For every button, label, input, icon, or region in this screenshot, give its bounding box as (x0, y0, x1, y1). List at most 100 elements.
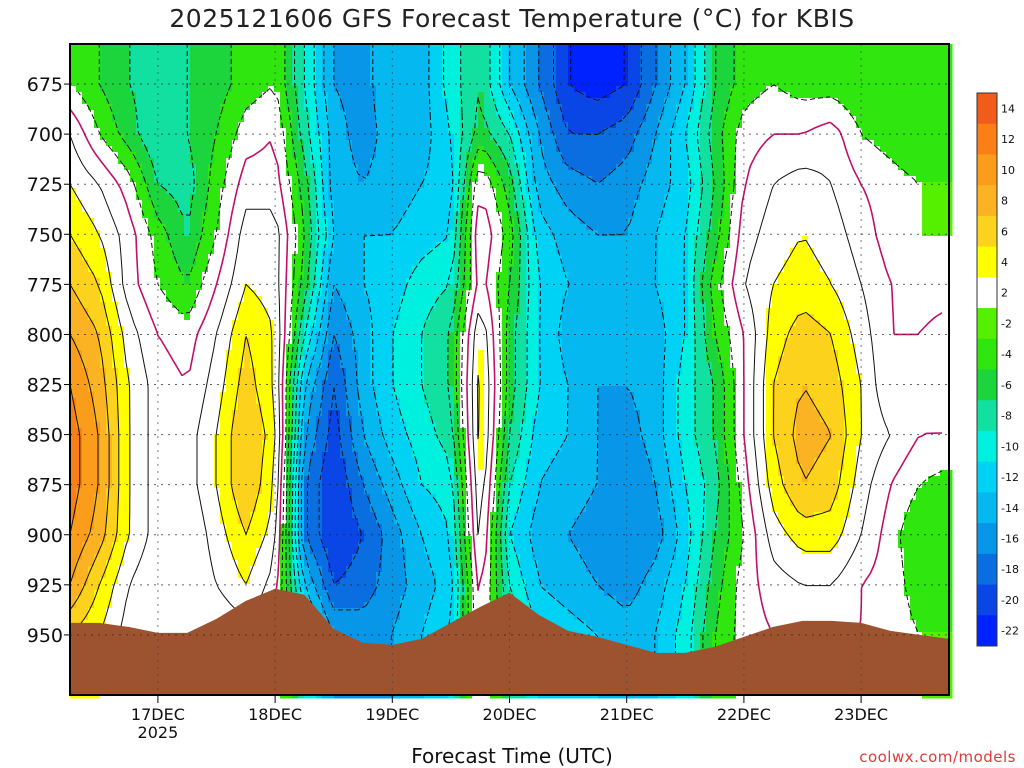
heatmap-cell (166, 206, 173, 213)
heatmap-cell (244, 290, 251, 297)
heatmap-cell (256, 224, 263, 231)
heatmap-cell (244, 50, 251, 57)
heatmap-cell (88, 98, 95, 105)
heatmap-cell (328, 158, 335, 165)
heatmap-cell (280, 518, 287, 525)
heatmap-cell (88, 572, 95, 579)
heatmap-cell (220, 602, 227, 609)
heatmap-cell (148, 470, 155, 477)
heatmap-cell (310, 290, 317, 297)
heatmap-cell (226, 554, 233, 561)
heatmap-cell (172, 182, 179, 189)
heatmap-cell (130, 206, 137, 213)
heatmap-cell (118, 374, 125, 381)
heatmap-cell (256, 302, 263, 309)
heatmap-cell (328, 302, 335, 309)
heatmap-cell (154, 242, 161, 249)
heatmap-cell (286, 68, 293, 75)
heatmap-cell (148, 596, 155, 603)
heatmap-cell (262, 356, 269, 363)
heatmap-cell (328, 440, 335, 447)
heatmap-cell (340, 398, 347, 405)
heatmap-cell (190, 464, 197, 471)
heatmap-cell (178, 614, 185, 621)
heatmap-cell (148, 98, 155, 105)
heatmap-cell (220, 128, 227, 135)
heatmap-cell (280, 68, 287, 75)
heatmap-cell (154, 464, 161, 471)
heatmap-cell (244, 566, 251, 573)
heatmap-cell (76, 164, 83, 171)
heatmap-cell (316, 410, 323, 417)
heatmap-cell (100, 476, 107, 483)
heatmap-cell (142, 122, 149, 129)
heatmap-cell (106, 194, 113, 201)
heatmap-cell (136, 248, 143, 255)
heatmap-cell (124, 170, 131, 177)
heatmap-cell (208, 200, 215, 207)
heatmap-cell (154, 524, 161, 531)
heatmap-cell (118, 608, 125, 615)
heatmap-cell (142, 398, 149, 405)
heatmap-cell (142, 164, 149, 171)
heatmap-cell (148, 80, 155, 87)
heatmap-cell (160, 74, 167, 81)
heatmap-cell (304, 272, 311, 279)
heatmap-cell (196, 434, 203, 441)
heatmap-cell (328, 110, 335, 117)
heatmap-cell (118, 572, 125, 579)
heatmap-cell (250, 314, 257, 321)
heatmap-cell (334, 614, 341, 621)
heatmap-cell (124, 434, 131, 441)
heatmap-cell (160, 50, 167, 57)
heatmap-cell (112, 182, 119, 189)
heatmap-cell (316, 308, 323, 315)
heatmap-cell (208, 446, 215, 453)
heatmap-cell (328, 344, 335, 351)
heatmap-cell (298, 188, 305, 195)
heatmap-cell (280, 482, 287, 489)
heatmap-cell (190, 608, 197, 615)
heatmap-cell (124, 602, 131, 609)
heatmap-cell (280, 194, 287, 201)
heatmap-cell (328, 236, 335, 243)
heatmap-cell (88, 368, 95, 375)
heatmap-cell (136, 290, 143, 297)
heatmap-cell (250, 404, 257, 411)
heatmap-cell (154, 62, 161, 69)
heatmap-cell (184, 518, 191, 525)
heatmap-cell (238, 272, 245, 279)
heatmap-cell (280, 278, 287, 285)
heatmap-cell (184, 326, 191, 333)
heatmap-cell (238, 374, 245, 381)
heatmap-cell (184, 62, 191, 69)
heatmap-cell (166, 542, 173, 549)
heatmap-cell (214, 44, 221, 51)
heatmap-cell (112, 620, 119, 627)
heatmap-cell (274, 554, 281, 561)
heatmap-cell (94, 380, 101, 387)
heatmap-cell (100, 584, 107, 591)
heatmap-cell (328, 494, 335, 501)
heatmap-cell (100, 194, 107, 201)
heatmap-cell (148, 542, 155, 549)
heatmap-cell (244, 272, 251, 279)
heatmap-cell (148, 464, 155, 471)
heatmap-cell (136, 320, 143, 327)
heatmap-cell (298, 332, 305, 339)
heatmap-cell (316, 260, 323, 267)
heatmap-cell (202, 602, 209, 609)
heatmap-cell (214, 182, 221, 189)
heatmap-cell (166, 494, 173, 501)
heatmap-cell (88, 146, 95, 153)
heatmap-cell (196, 122, 203, 129)
heatmap-cell (340, 236, 347, 243)
heatmap-cell (94, 356, 101, 363)
heatmap-cell (208, 458, 215, 465)
heatmap-cell (250, 560, 257, 567)
heatmap-cell (112, 254, 119, 261)
heatmap-cell (268, 530, 275, 537)
heatmap-cell (208, 506, 215, 513)
heatmap-cell (268, 446, 275, 453)
heatmap-cell (262, 302, 269, 309)
